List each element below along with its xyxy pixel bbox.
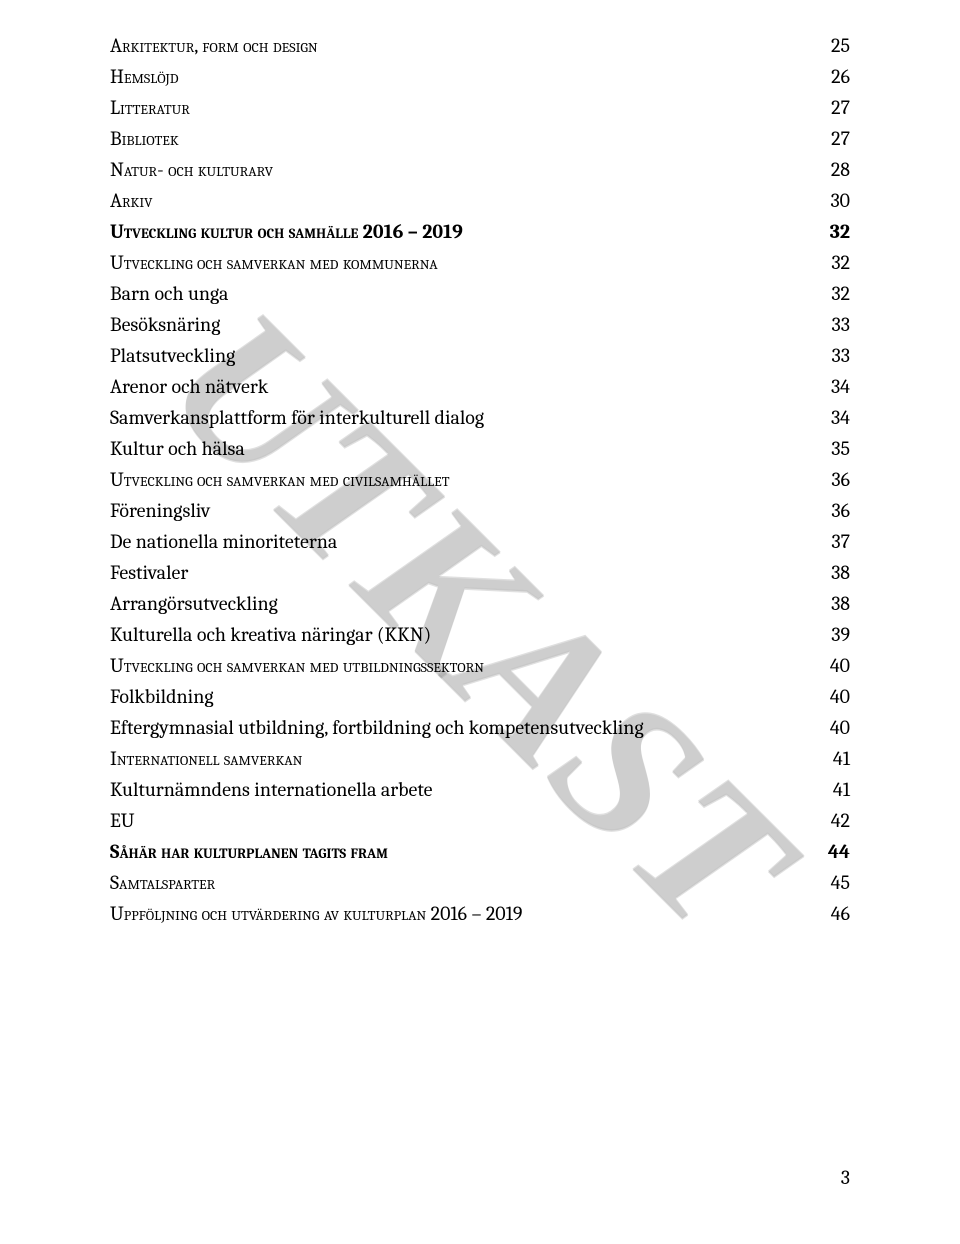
toc-label: Kultur och hälsa: [110, 433, 815, 464]
toc-page-number: 44: [812, 836, 850, 867]
toc-label: Eftergymnasial utbildning, fortbildning …: [110, 712, 814, 743]
toc-row: Utveckling kultur och samhälle 2016 – 20…: [110, 216, 850, 247]
toc-row: Arkiv30: [110, 185, 850, 216]
toc-row: Samtalsparter45: [110, 867, 850, 898]
toc-label: Såhär har kulturplanen tagits fram: [110, 836, 812, 867]
toc-page-number: 46: [815, 898, 850, 929]
footer-page-number: 3: [841, 1166, 850, 1189]
toc-label: Platsutveckling: [110, 340, 816, 371]
toc-page-number: 27: [815, 123, 850, 154]
toc-row: Kulturella och kreativa näringar (KKN)39: [110, 619, 850, 650]
toc-label: Samverkansplattform för interkulturell d…: [110, 402, 815, 433]
toc-page-number: 40: [814, 712, 850, 743]
toc-page-number: 40: [814, 650, 850, 681]
toc-page-number: 28: [815, 154, 850, 185]
toc-row: Såhär har kulturplanen tagits fram44: [110, 836, 850, 867]
toc-row: Bibliotek27: [110, 123, 850, 154]
toc-page-number: 45: [815, 867, 850, 898]
toc-label: Uppföljning och utvärdering av kulturpla…: [110, 898, 815, 929]
toc-label: Samtalsparter: [110, 867, 815, 898]
toc-row: Platsutveckling33: [110, 340, 850, 371]
toc-label: Utveckling och samverkan med civilsamhäl…: [110, 464, 815, 495]
toc-label: Arkiv: [110, 185, 814, 216]
toc-page-number: 34: [815, 371, 850, 402]
toc-page-number: 30: [814, 185, 850, 216]
toc-row: Eftergymnasial utbildning, fortbildning …: [110, 712, 850, 743]
toc-row: Uppföljning och utvärdering av kulturpla…: [110, 898, 850, 929]
toc-page-number: 39: [815, 619, 850, 650]
toc-row: Kultur och hälsa35: [110, 433, 850, 464]
toc-label: Internationell samverkan: [110, 743, 817, 774]
toc-page-number: 37: [815, 526, 850, 557]
toc-page-number: 35: [815, 433, 850, 464]
toc-row: Föreningsliv36: [110, 495, 850, 526]
toc-row: EU42: [110, 805, 850, 836]
toc-container: Arkitektur, form och design25Hemslöjd26L…: [0, 0, 960, 929]
toc-label: Barn och unga: [110, 278, 815, 309]
toc-page-number: 38: [815, 557, 850, 588]
toc-page-number: 41: [817, 774, 850, 805]
toc-row: Arenor och nätverk34: [110, 371, 850, 402]
toc-row: Utveckling och samverkan med civilsamhäl…: [110, 464, 850, 495]
toc-page-number: 25: [815, 30, 850, 61]
toc-row: Utveckling och samverkan med kommunerna3…: [110, 247, 850, 278]
toc-label: Arrangörsutveckling: [110, 588, 815, 619]
toc-page-number: 32: [814, 216, 850, 247]
toc-row: Festivaler38: [110, 557, 850, 588]
toc-page-number: 36: [815, 464, 850, 495]
toc-row: Kulturnämndens internationella arbete41: [110, 774, 850, 805]
toc-row: Arkitektur, form och design25: [110, 30, 850, 61]
toc-label: Utveckling och samverkan med kommunerna: [110, 247, 815, 278]
toc-row: Natur- och kulturarv28: [110, 154, 850, 185]
toc-label: Festivaler: [110, 557, 815, 588]
toc-page-number: 26: [815, 61, 850, 92]
toc-label: Arkitektur, form och design: [110, 30, 815, 61]
toc-row: Samverkansplattform för interkulturell d…: [110, 402, 850, 433]
toc-row: Barn och unga32: [110, 278, 850, 309]
toc-row: Litteratur27: [110, 92, 850, 123]
toc-label: Utveckling kultur och samhälle 2016 – 20…: [110, 216, 814, 247]
toc-label: Utveckling och samverkan med utbildnings…: [110, 650, 814, 681]
toc-row: De nationella minoriteterna37: [110, 526, 850, 557]
toc-label: Litteratur: [110, 92, 815, 123]
toc-label: Bibliotek: [110, 123, 815, 154]
toc-label: De nationella minoriteterna: [110, 526, 815, 557]
toc-page-number: 42: [815, 805, 850, 836]
toc-page-number: 32: [815, 247, 850, 278]
toc-label: EU: [110, 805, 815, 836]
toc-row: Hemslöjd26: [110, 61, 850, 92]
toc-row: Arrangörsutveckling38: [110, 588, 850, 619]
toc-page-number: 32: [815, 278, 850, 309]
toc-page-number: 40: [814, 681, 850, 712]
toc-label: Arenor och nätverk: [110, 371, 815, 402]
toc-page-number: 27: [815, 92, 850, 123]
toc-page-number: 38: [815, 588, 850, 619]
toc-label: Föreningsliv: [110, 495, 815, 526]
toc-label: Natur- och kulturarv: [110, 154, 815, 185]
toc-row: Besöksnäring33: [110, 309, 850, 340]
toc-row: Utveckling och samverkan med utbildnings…: [110, 650, 850, 681]
toc-label: Besöksnäring: [110, 309, 816, 340]
toc-page-number: 41: [817, 743, 850, 774]
toc-label: Hemslöjd: [110, 61, 815, 92]
toc-page-number: 36: [815, 495, 850, 526]
toc-label: Kulturella och kreativa näringar (KKN): [110, 619, 815, 650]
toc-label: Folkbildning: [110, 681, 814, 712]
toc-label: Kulturnämndens internationella arbete: [110, 774, 817, 805]
toc-row: Folkbildning40: [110, 681, 850, 712]
toc-page-number: 34: [815, 402, 850, 433]
toc-page-number: 33: [816, 309, 850, 340]
toc-page-number: 33: [816, 340, 850, 371]
toc-row: Internationell samverkan41: [110, 743, 850, 774]
